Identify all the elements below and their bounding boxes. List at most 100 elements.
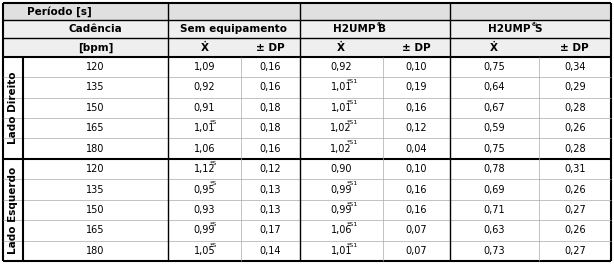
Text: 0,90: 0,90 [330, 164, 352, 174]
Text: H2UMP: H2UMP [333, 24, 375, 34]
Text: 0,69: 0,69 [484, 185, 505, 195]
Text: 0,07: 0,07 [405, 225, 427, 235]
Text: 0,27: 0,27 [564, 246, 586, 256]
Text: *S1: *S1 [347, 243, 358, 248]
Text: *S: *S [210, 243, 217, 248]
Text: ®: ® [375, 22, 381, 27]
Text: Lado Direito: Lado Direito [8, 72, 18, 144]
Text: *S1: *S1 [347, 222, 358, 227]
Text: 0,92: 0,92 [330, 62, 352, 72]
Text: 0,26: 0,26 [564, 225, 586, 235]
Text: 1,01: 1,01 [330, 82, 352, 92]
Text: 135: 135 [86, 185, 105, 195]
Text: [bpm]: [bpm] [78, 43, 113, 53]
Text: 0,19: 0,19 [405, 82, 427, 92]
Bar [3, 3, 611, 20]
Text: ± DP: ± DP [256, 43, 285, 53]
Text: 0,75: 0,75 [483, 144, 505, 154]
Text: 0,99: 0,99 [330, 185, 352, 195]
Text: Ẋ: Ẋ [337, 43, 345, 53]
Text: 0,16: 0,16 [260, 82, 281, 92]
Text: ± DP: ± DP [561, 43, 589, 53]
Text: 1,05: 1,05 [193, 246, 215, 256]
Bar [3, 20, 611, 39]
Text: 1,01: 1,01 [330, 246, 352, 256]
Text: Lado Esquerdo: Lado Esquerdo [8, 166, 18, 253]
Text: 0,92: 0,92 [193, 82, 215, 92]
Text: *S1: *S1 [347, 120, 358, 125]
Text: 0,12: 0,12 [260, 164, 281, 174]
Text: 1,06: 1,06 [193, 144, 215, 154]
Bar [3, 39, 611, 57]
Text: *S1: *S1 [347, 79, 358, 84]
Text: 0,26: 0,26 [564, 185, 586, 195]
Text: 0,18: 0,18 [260, 123, 281, 133]
Text: *S: *S [210, 181, 217, 186]
Text: 120: 120 [86, 164, 105, 174]
Text: 0,26: 0,26 [564, 123, 586, 133]
Text: 165: 165 [86, 123, 105, 133]
Text: 1,02: 1,02 [330, 144, 352, 154]
Text: 1,01: 1,01 [330, 103, 352, 113]
Text: 0,28: 0,28 [564, 144, 586, 154]
Text: Cadência: Cadência [69, 24, 122, 34]
Text: 180: 180 [87, 144, 105, 154]
Text: B: B [378, 24, 386, 34]
Text: 0,34: 0,34 [564, 62, 586, 72]
Text: Ẋ: Ẋ [200, 43, 208, 53]
Text: 0,13: 0,13 [260, 205, 281, 215]
Text: H2UMP: H2UMP [488, 24, 530, 34]
Text: 1,02: 1,02 [330, 123, 352, 133]
Text: 0,64: 0,64 [484, 82, 505, 92]
Text: 0,31: 0,31 [564, 164, 586, 174]
Text: 180: 180 [87, 246, 105, 256]
Text: 165: 165 [86, 225, 105, 235]
Text: *S1: *S1 [347, 202, 358, 207]
Text: 0,75: 0,75 [483, 62, 505, 72]
Text: *S: *S [210, 222, 217, 227]
Text: 0,73: 0,73 [483, 246, 505, 256]
Text: 0,10: 0,10 [405, 62, 427, 72]
Text: 0,17: 0,17 [260, 225, 281, 235]
Text: 0,16: 0,16 [260, 62, 281, 72]
Text: 1,09: 1,09 [193, 62, 215, 72]
Text: *S: *S [210, 161, 217, 166]
Text: Ẋ: Ẋ [490, 43, 499, 53]
Text: 0,18: 0,18 [260, 103, 281, 113]
Text: 150: 150 [86, 205, 105, 215]
Text: 135: 135 [86, 82, 105, 92]
Text: 150: 150 [86, 103, 105, 113]
Text: 0,59: 0,59 [483, 123, 505, 133]
Text: 0,95: 0,95 [193, 185, 215, 195]
Text: 0,67: 0,67 [483, 103, 505, 113]
Text: 0,04: 0,04 [405, 144, 427, 154]
Text: 0,99: 0,99 [330, 205, 352, 215]
Text: 0,99: 0,99 [193, 225, 215, 235]
Text: Período [s]: Período [s] [27, 6, 91, 17]
Text: 1,12: 1,12 [193, 164, 215, 174]
Text: *S1: *S1 [347, 100, 358, 105]
Text: 1,01: 1,01 [193, 123, 215, 133]
Text: 1,06: 1,06 [330, 225, 352, 235]
Text: S: S [534, 24, 542, 34]
Text: 0,07: 0,07 [405, 246, 427, 256]
Text: 0,10: 0,10 [405, 164, 427, 174]
Text: 0,93: 0,93 [193, 205, 215, 215]
Text: 0,14: 0,14 [260, 246, 281, 256]
Text: *S1: *S1 [347, 140, 358, 145]
Text: ®: ® [530, 22, 537, 27]
Text: 120: 120 [86, 62, 105, 72]
Text: 0,78: 0,78 [483, 164, 505, 174]
Text: 0,28: 0,28 [564, 103, 586, 113]
Text: 0,16: 0,16 [260, 144, 281, 154]
Text: 0,27: 0,27 [564, 205, 586, 215]
Text: *S: *S [210, 120, 217, 125]
Text: 0,71: 0,71 [483, 205, 505, 215]
Text: 0,16: 0,16 [405, 205, 427, 215]
Text: 0,16: 0,16 [405, 185, 427, 195]
Text: 0,12: 0,12 [405, 123, 427, 133]
Text: Sem equipamento: Sem equipamento [181, 24, 287, 34]
Text: 0,13: 0,13 [260, 185, 281, 195]
Text: ± DP: ± DP [402, 43, 430, 53]
Text: 0,91: 0,91 [193, 103, 215, 113]
